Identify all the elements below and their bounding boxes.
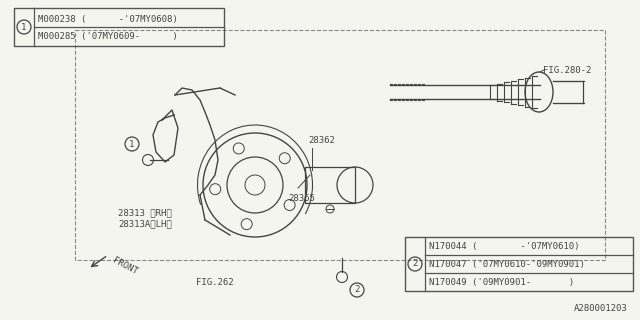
Bar — [75, 30, 605, 260]
Text: N170047 ('07MY0610-'09MY0901): N170047 ('07MY0610-'09MY0901) — [429, 260, 585, 268]
Text: 28313 〈RH〉: 28313 〈RH〉 — [118, 208, 172, 217]
Text: 28313A〈LH〉: 28313A〈LH〉 — [118, 219, 172, 228]
Text: FRONT: FRONT — [111, 256, 139, 276]
Text: 28362: 28362 — [308, 136, 335, 145]
Bar — [405, 237, 633, 291]
Text: M000285 ('07MY0609-      ): M000285 ('07MY0609- ) — [38, 31, 178, 41]
Text: A280001203: A280001203 — [574, 304, 628, 313]
Text: 2: 2 — [355, 285, 360, 294]
Text: 1: 1 — [21, 22, 27, 31]
Text: FIG.262: FIG.262 — [196, 278, 234, 287]
Text: N170044 (        -'07MY0610): N170044 ( -'07MY0610) — [429, 242, 579, 251]
Bar — [14, 8, 224, 46]
Text: 2: 2 — [412, 260, 418, 268]
Text: M000238 (      -'07MY0608): M000238 ( -'07MY0608) — [38, 14, 178, 23]
Bar — [305, 167, 355, 203]
Text: 28365: 28365 — [288, 194, 315, 203]
Text: FIG.280-2: FIG.280-2 — [543, 66, 591, 75]
Text: N170049 ('09MY0901-       ): N170049 ('09MY0901- ) — [429, 277, 574, 286]
Text: 1: 1 — [129, 140, 134, 148]
